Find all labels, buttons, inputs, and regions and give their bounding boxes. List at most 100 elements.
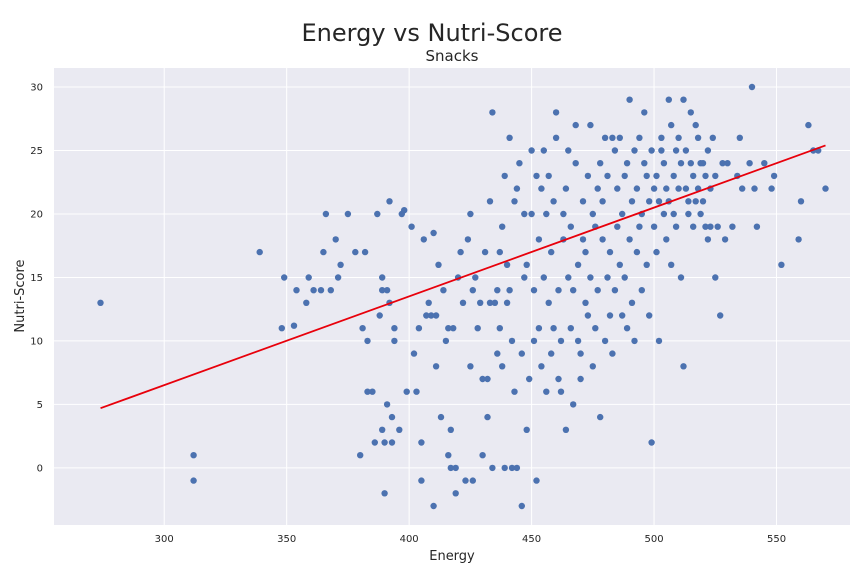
data-point <box>430 502 437 510</box>
data-point <box>643 172 650 180</box>
data-point <box>692 198 699 205</box>
data-point <box>290 322 298 329</box>
x-tick-label: 350 <box>277 534 296 545</box>
x-tick-label: 550 <box>767 534 786 545</box>
data-point <box>721 236 729 243</box>
data-point <box>753 223 761 230</box>
data-point <box>459 299 467 306</box>
data-point <box>748 83 756 91</box>
data-point <box>672 223 680 230</box>
data-point <box>256 248 263 256</box>
data-point <box>332 236 339 243</box>
data-point <box>687 109 694 116</box>
plot-area <box>54 68 850 525</box>
x-tick-label: 400 <box>400 534 419 545</box>
data-point <box>452 490 459 497</box>
data-point <box>361 248 369 256</box>
data-point <box>383 401 391 408</box>
data-point <box>359 325 366 332</box>
data-point <box>599 198 606 205</box>
data-point <box>567 223 574 230</box>
data-point <box>628 198 636 205</box>
data-point <box>552 109 560 116</box>
data-point <box>440 287 447 294</box>
data-point <box>638 287 645 294</box>
data-point <box>690 172 697 180</box>
data-point <box>565 274 572 281</box>
data-point <box>668 261 675 268</box>
data-point <box>379 274 386 281</box>
data-point <box>623 160 631 167</box>
data-point <box>663 236 670 243</box>
data-point <box>589 210 596 218</box>
data-point <box>450 325 457 332</box>
data-point <box>687 160 694 167</box>
data-point <box>609 134 616 141</box>
data-point <box>565 147 572 154</box>
data-point <box>528 210 535 218</box>
data-point <box>579 236 587 243</box>
data-point <box>432 312 440 319</box>
data-point <box>97 299 104 306</box>
data-point <box>396 426 403 433</box>
data-point <box>410 350 418 357</box>
data-point <box>570 287 577 294</box>
data-point <box>408 223 415 230</box>
data-point <box>190 452 197 459</box>
data-point <box>381 490 388 497</box>
data-point <box>822 185 829 192</box>
data-point <box>442 337 450 345</box>
data-point <box>545 172 552 180</box>
x-axis-label: Energy <box>429 549 475 564</box>
data-point <box>619 210 626 218</box>
trend-line-group <box>100 144 826 410</box>
data-point <box>770 172 778 180</box>
data-point <box>616 261 623 268</box>
data-point <box>374 210 381 218</box>
data-point <box>467 363 474 370</box>
data-point <box>418 477 425 484</box>
y-tick-label: 10 <box>30 336 43 347</box>
data-point <box>523 426 530 433</box>
data-point <box>357 452 364 459</box>
data-point <box>597 413 604 421</box>
data-point <box>606 248 614 256</box>
data-point <box>469 287 476 294</box>
data-point <box>369 388 376 395</box>
data-point <box>597 160 604 167</box>
data-point <box>658 147 665 154</box>
data-point <box>530 287 538 294</box>
data-point <box>555 375 562 383</box>
data-point <box>562 426 570 433</box>
y-tick-label: 30 <box>30 83 43 94</box>
y-axis-label: Nutri-Score <box>13 259 28 332</box>
data-point <box>511 388 518 395</box>
data-point <box>623 325 631 332</box>
data-point <box>545 299 552 306</box>
data-point <box>479 375 486 383</box>
data-point <box>379 287 386 294</box>
data-point <box>572 121 579 129</box>
data-point <box>293 287 300 294</box>
data-point <box>430 229 437 237</box>
data-point <box>310 287 317 294</box>
data-point <box>641 109 648 116</box>
data-point <box>503 299 511 306</box>
data-point <box>506 287 513 294</box>
data-point <box>655 198 663 205</box>
data-point <box>383 287 391 294</box>
data-point <box>805 121 812 129</box>
x-tick-label: 450 <box>522 534 541 545</box>
data-point <box>797 198 805 205</box>
data-point <box>415 325 423 332</box>
data-point <box>699 198 707 205</box>
data-point <box>692 121 699 129</box>
data-point <box>503 261 511 268</box>
data-point <box>570 401 577 408</box>
data-point <box>646 198 653 205</box>
data-point <box>690 223 697 230</box>
data-point <box>543 388 550 395</box>
data-point <box>606 312 614 319</box>
data-point <box>626 96 633 103</box>
